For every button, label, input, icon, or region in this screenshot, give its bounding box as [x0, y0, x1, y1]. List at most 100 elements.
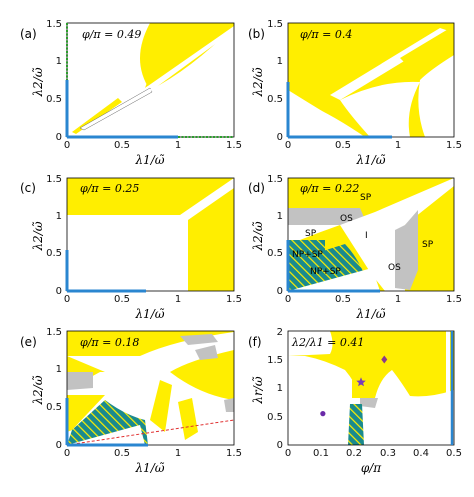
ytick-b-2: 1	[277, 56, 283, 67]
xtick-f-1: 0.1	[313, 448, 329, 459]
panel-b-regions	[288, 23, 454, 137]
ytick-d-3: 1.5	[267, 174, 283, 185]
panel-label-b: (b)	[248, 27, 265, 41]
ylabel-d: λ2/ω̃	[251, 221, 265, 251]
ylabel-b: λ2/ω̃	[251, 67, 265, 97]
ytick-d-0: 0	[277, 286, 283, 297]
gray-region-f	[360, 398, 378, 408]
diamond-marker	[381, 355, 388, 364]
region-label-np-sp-1: NP+SP	[292, 250, 323, 260]
ytick-c-3: 1.5	[46, 174, 62, 185]
ytick-f-0: 0	[277, 440, 283, 451]
red-dashed-line	[66, 419, 235, 446]
ytick-e-0: 0	[56, 440, 62, 451]
xtick-e-2: 1	[175, 448, 181, 459]
xtick-e-1: 0.5	[114, 448, 130, 459]
ytick-f-1: 0.5	[267, 412, 283, 423]
ytick-f-3: 1.5	[267, 355, 283, 366]
ytick-e-1: 0.5	[46, 402, 62, 413]
gray-region-left	[67, 372, 93, 390]
ticks-d: 0 0.5 1 1.5 0 0.5 1 1.5	[267, 174, 462, 305]
panel-a-regions	[67, 23, 234, 137]
markers-f	[320, 355, 388, 417]
ylabel-e: λ2/ω̃	[31, 375, 45, 405]
ticks-f: 0 0.1 0.2 0.3 0.4 0.5 0 0.5 1 1.5 2	[267, 327, 462, 459]
xtick-d-2: 1	[395, 294, 401, 305]
xlabel-a: λ1/ω̃	[134, 153, 164, 167]
region-label-sp-left: SP	[305, 229, 317, 239]
ytick-b-1: 0.5	[267, 94, 283, 105]
xtick-d-3: 1.5	[446, 294, 462, 305]
annotation-e: φ/π = 0.18	[80, 336, 139, 349]
annotation-a: φ/π = 0.49	[82, 28, 141, 41]
xtick-b-2: 1	[395, 140, 401, 151]
xtick-d-0: 0	[285, 294, 291, 305]
panel-c-regions	[67, 178, 234, 291]
ticks-c: 0 0.5 1 1.5 0 0.5 1 1.5	[46, 174, 242, 305]
panel-e: (e) φ/π = 0.18 0 0.5 1 1.5 0 0.5 1 1.5 λ…	[20, 327, 242, 475]
xtick-f-4: 0.4	[413, 448, 429, 459]
ylabel-c: λ2/ω̃	[31, 221, 45, 251]
panel-d-regions	[288, 178, 454, 291]
xtick-a-2: 1	[175, 140, 181, 151]
panel-label-c: (c)	[20, 181, 36, 195]
xtick-a-1: 0.5	[114, 140, 130, 151]
region-label-sp-top: SP	[360, 193, 372, 203]
xtick-f-2: 0.2	[346, 448, 362, 459]
np-sp-region	[348, 404, 364, 445]
ytick-b-3: 1.5	[267, 19, 283, 30]
xtick-e-3: 1.5	[226, 448, 242, 459]
ticks-a: 0 0.5 1 1.5 0 0.5 1 1.5	[46, 19, 242, 151]
xtick-f-3: 0.3	[380, 448, 396, 459]
xlabel-d: λ1/ω̃	[355, 307, 385, 321]
xtick-a-0: 0	[64, 140, 70, 151]
xtick-b-3: 1.5	[446, 140, 462, 151]
xtick-b-0: 0	[285, 140, 291, 151]
panel-f-regions	[288, 331, 454, 445]
xtick-b-1: 0.5	[335, 140, 351, 151]
annotation-b: φ/π = 0.4	[300, 28, 352, 41]
region-label-os-right: OS	[388, 263, 401, 273]
xtick-c-0: 0	[64, 294, 70, 305]
panel-label-f: (f)	[248, 335, 262, 349]
os-region-top	[288, 208, 366, 225]
xlabel-f: φ/π	[361, 461, 382, 475]
ytick-f-2: 1	[277, 383, 283, 394]
ytick-b-0: 0	[277, 132, 283, 143]
ytick-a-1: 0.5	[46, 94, 62, 105]
ylabel-a: λ2/ω̃	[31, 67, 45, 97]
xlabel-c: λ1/ω̃	[134, 307, 164, 321]
xtick-f-0: 0	[285, 448, 291, 459]
panel-d: (d) φ/π = 0.22 SP OS I SP NP+SP NP+SP OS…	[248, 174, 462, 321]
xtick-c-2: 1	[175, 294, 181, 305]
panel-a: (a) φ/π = 0.49 0 0.5 1 1.5 0 0.5 1 1.5 λ…	[20, 19, 242, 167]
xtick-c-1: 0.5	[114, 294, 130, 305]
panel-c: (c) φ/π = 0.25 0 0.5 1 1.5 0 0.5 1 1.5 λ…	[20, 174, 242, 321]
ytick-a-3: 1.5	[46, 19, 62, 30]
panel-label-a: (a)	[20, 27, 37, 41]
ticks-e: 0 0.5 1 1.5 0 0.5 1 1.5	[46, 327, 242, 459]
region-label-np-sp-2: NP+SP	[310, 267, 341, 277]
panel-e-regions	[67, 331, 234, 445]
os-region-right	[395, 210, 418, 290]
annotation-f: λ2/λ1 = 0.41	[291, 336, 364, 349]
narrow-unstable-band	[72, 98, 122, 134]
panel-f: (f) λ2/λ1 = 0.41 0 0.1 0.2 0.3 0.4 0.5 0…	[248, 327, 462, 475]
region-label-os-top: OS	[340, 214, 353, 224]
circle-marker	[320, 411, 326, 417]
region-label-i: I	[365, 231, 368, 241]
annotation-c: φ/π = 0.25	[80, 182, 139, 195]
xtick-c-3: 1.5	[226, 294, 242, 305]
ytick-c-2: 1	[56, 211, 62, 222]
xlabel-b: λ1/ω̃	[355, 153, 385, 167]
ytick-f-4: 2	[277, 327, 283, 338]
xlabel-e: λ1/ω̃	[134, 461, 164, 475]
panel-b: (b) φ/π = 0.4 0 0.5 1 1.5 0 0.5 1 1.5 λ1…	[248, 19, 462, 167]
region-label-sp-right: SP	[422, 240, 434, 250]
ytick-d-1: 0.5	[267, 248, 283, 259]
ytick-a-0: 0	[56, 132, 62, 143]
ytick-c-0: 0	[56, 286, 62, 297]
ytick-a-2: 1	[56, 56, 62, 67]
ytick-e-2: 1	[56, 364, 62, 375]
